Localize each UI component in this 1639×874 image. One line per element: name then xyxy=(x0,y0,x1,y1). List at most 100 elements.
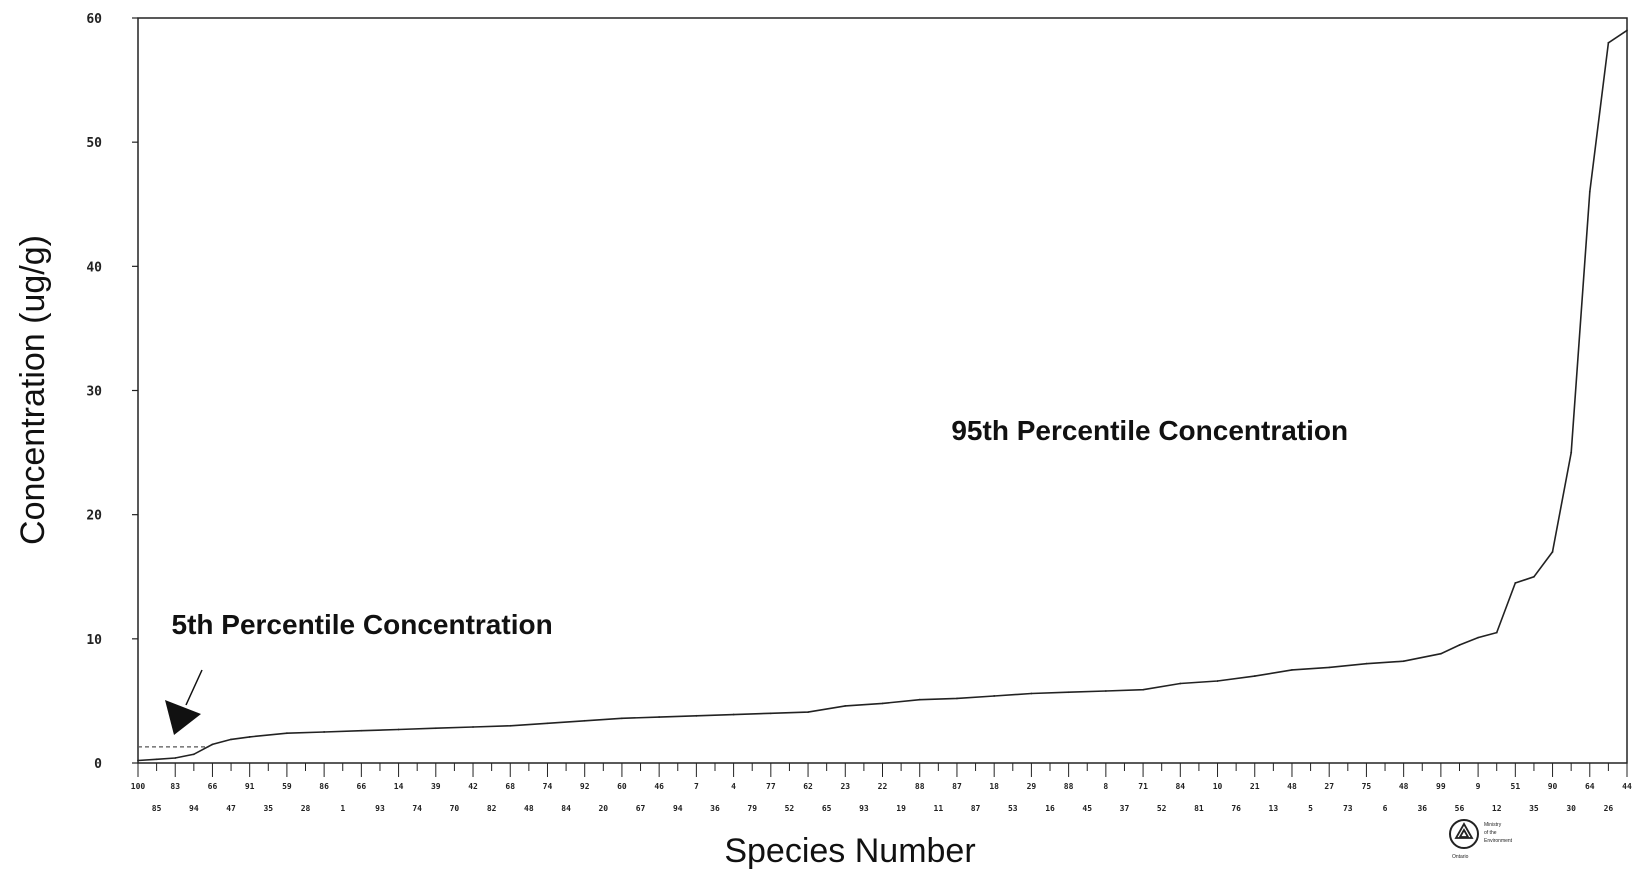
logo-text-environment: Environment xyxy=(1484,838,1513,844)
x-tick-label: 64 xyxy=(1585,782,1595,791)
x-tick-label: 67 xyxy=(636,804,646,813)
x-tick-label: 47 xyxy=(226,804,236,813)
data-point xyxy=(621,717,623,720)
y-tick-label: 20 xyxy=(86,509,102,524)
x-tick-label: 28 xyxy=(301,804,311,813)
x-tick-label: 48 xyxy=(1399,782,1409,791)
x-tick-label: 1 xyxy=(340,804,345,813)
annotation-arrow xyxy=(165,669,203,735)
x-tick-label: 11 xyxy=(934,804,944,813)
x-tick-label: 77 xyxy=(766,782,776,791)
data-point xyxy=(1142,688,1144,691)
data-point xyxy=(769,712,772,715)
x-tick-label: 35 xyxy=(1529,804,1539,813)
data-point xyxy=(1365,662,1368,665)
data-point xyxy=(732,713,735,716)
x-axis: 100 83 66 91 59 86 66 14 39 42 68 74 92 60 46 7 4 77 62 23 2… xyxy=(131,763,1632,813)
data-point xyxy=(1104,690,1107,692)
x-tick-label: 52 xyxy=(1157,804,1167,813)
y-tick-label: 10 xyxy=(86,633,102,648)
x-tick-label: 53 xyxy=(1008,804,1018,813)
data-point xyxy=(1458,644,1461,646)
x-tick-label: 29 xyxy=(1027,782,1037,791)
data-point xyxy=(230,738,232,741)
y-axis: 0 10 20 30 40 50 60 xyxy=(86,12,138,772)
concentration-series-line xyxy=(137,29,1628,762)
y-tick-label: 40 xyxy=(86,260,102,275)
x-tick-label: 26 xyxy=(1604,804,1614,813)
x-tick-label: 56 xyxy=(1455,804,1465,813)
x-tick-label: 22 xyxy=(878,782,888,791)
x-tick-label: 27 xyxy=(1324,782,1334,791)
data-point xyxy=(323,731,326,733)
x-tick-label: 19 xyxy=(896,804,906,813)
x-tick-label: 94 xyxy=(189,804,199,813)
data-point xyxy=(695,714,698,717)
x-tick-label: 88 xyxy=(1064,782,1074,791)
data-point xyxy=(360,729,363,732)
data-point xyxy=(1253,675,1256,677)
data-point xyxy=(844,704,847,707)
data-point xyxy=(1551,551,1554,553)
data-point xyxy=(583,719,586,722)
data-point xyxy=(1607,41,1610,44)
x-tick-label: 84 xyxy=(1175,782,1185,791)
x-tick-label: 74 xyxy=(412,804,422,813)
x-tick-label: 66 xyxy=(208,782,218,791)
annotation-arrow-shaft xyxy=(185,669,203,706)
x-tick-label: 9 xyxy=(1476,782,1481,791)
x-axis-title: Species Number xyxy=(724,832,975,870)
x-tick-label: 94 xyxy=(673,804,683,813)
x-tick-label: 48 xyxy=(524,804,534,813)
x-tick-label: 10 xyxy=(1213,782,1223,791)
x-tick-label: 16 xyxy=(1045,804,1055,813)
x-tick-label: 83 xyxy=(170,782,180,791)
data-point xyxy=(1067,691,1070,694)
x-tick-label: 99 xyxy=(1436,782,1446,791)
data-point xyxy=(174,757,177,759)
x-tick-label: 23 xyxy=(840,782,850,791)
annotation-95th-percentile: 95th Percentile Concentration xyxy=(951,415,1348,446)
x-tick-label: 60 xyxy=(617,782,627,791)
x-tick-label: 7 xyxy=(694,782,699,791)
data-point xyxy=(137,759,139,762)
x-tick-label: 20 xyxy=(598,804,608,813)
x-tick-label: 4 xyxy=(731,782,736,791)
data-point xyxy=(155,758,158,761)
x-tick-label: 73 xyxy=(1343,804,1353,813)
data-point xyxy=(881,702,884,705)
x-tick-label: 5 xyxy=(1308,804,1313,813)
data-point xyxy=(1179,682,1182,685)
x-tick-label: 52 xyxy=(785,804,795,813)
x-tick-label: 14 xyxy=(394,782,404,791)
data-point xyxy=(1533,575,1535,578)
x-tick-label: 35 xyxy=(263,804,273,813)
data-point xyxy=(1495,631,1498,634)
x-tick-label: 51 xyxy=(1511,782,1521,791)
x-tick-label: 84 xyxy=(561,804,571,813)
data-point xyxy=(434,727,437,730)
x-tick-label: 62 xyxy=(803,782,813,791)
x-tick-label: 6 xyxy=(1383,804,1388,813)
data-point xyxy=(211,743,214,746)
x-tick-label: 85 xyxy=(152,804,162,813)
plot-area-border xyxy=(137,17,1628,764)
data-point xyxy=(1477,636,1479,639)
x-tick-label: 91 xyxy=(245,782,255,791)
data-point xyxy=(1291,668,1293,671)
x-tick-label: 68 xyxy=(505,782,515,791)
x-tick-label: 45 xyxy=(1082,804,1092,813)
x-tick-label: 92 xyxy=(580,782,590,791)
x-tick-label: 39 xyxy=(431,782,441,791)
x-tick-label: 82 xyxy=(487,804,497,813)
y-tick-label: 0 xyxy=(94,757,102,772)
data-point xyxy=(1570,451,1573,454)
y-tick-label: 50 xyxy=(86,136,102,151)
data-point xyxy=(509,724,512,727)
x-tick-label: 75 xyxy=(1362,782,1372,791)
data-point xyxy=(1439,652,1442,655)
logo-text-ontario: Ontario xyxy=(1452,854,1469,860)
x-tick-label: 65 xyxy=(822,804,832,813)
x-tick-label: 90 xyxy=(1548,782,1558,791)
data-point xyxy=(956,697,958,700)
